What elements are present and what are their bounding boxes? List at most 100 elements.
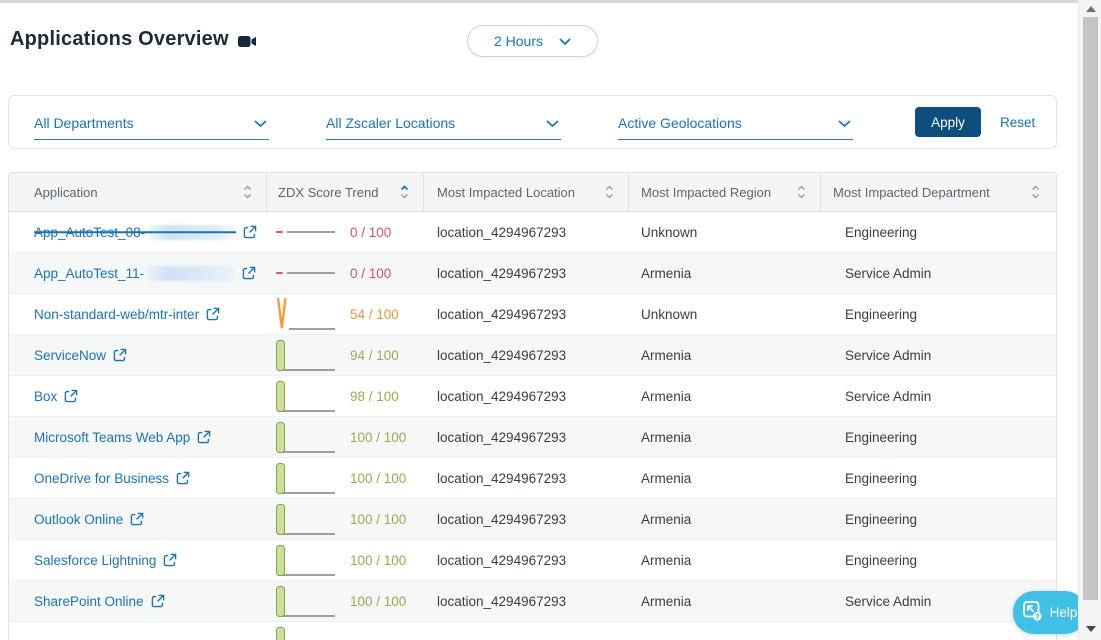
zdx-score-value: 0 / 100 — [350, 265, 392, 281]
scrollbar-thumb[interactable] — [1083, 17, 1098, 600]
spark-green-bar — [276, 380, 285, 412]
scrollbar-down-arrow[interactable] — [1086, 626, 1096, 632]
external-link-icon[interactable] — [243, 225, 257, 239]
zdx-score-trend-cell — [267, 622, 424, 640]
application-link[interactable]: Box — [34, 388, 58, 404]
spark-baseline — [287, 230, 335, 233]
most-impacted-region-cell: Armenia — [641, 388, 692, 404]
external-link-icon[interactable] — [206, 307, 220, 321]
most-impacted-region-cell: Unknown — [641, 306, 698, 322]
chevron-down-icon — [559, 33, 571, 49]
most-impacted-region-cell: Unknown — [641, 224, 698, 240]
department-filter-value: All Departments — [34, 114, 134, 131]
most-impacted-department-cell: Service Admin — [845, 593, 932, 609]
application-cell: SharePoint Online — [9, 581, 267, 621]
scrollbar[interactable] — [1078, 0, 1101, 640]
external-link-icon[interactable] — [242, 266, 256, 280]
sort-icon — [797, 185, 806, 199]
most-impacted-region-cell: Armenia — [641, 429, 692, 445]
application-cell: Outlook Online — [9, 499, 267, 539]
spark-baseline — [278, 573, 335, 576]
zdx-score-trend-cell: 100 / 100 — [267, 581, 424, 621]
column-header-zdx-score-trend[interactable]: ZDX Score Trend — [267, 173, 424, 211]
zdx-score-trend-cell: 94 / 100 — [267, 335, 424, 375]
zdx-score-value: 100 / 100 — [350, 552, 407, 568]
spark-baseline — [278, 409, 335, 412]
help-button[interactable]: ? Help — [1013, 591, 1086, 634]
zdx-score-trend-cell: 54 / 100 — [267, 294, 424, 334]
scrollbar-up-arrow[interactable] — [1086, 6, 1096, 12]
most-impacted-location-cell: location_4294967293 — [437, 552, 567, 568]
svg-text:?: ? — [1035, 614, 1039, 621]
application-cell: Box — [9, 376, 267, 416]
zdx-score-value: 100 / 100 — [350, 593, 407, 609]
application-link[interactable]: Salesforce Lightning — [34, 552, 157, 568]
sort-icon — [243, 185, 252, 199]
zdx-score-sparkline — [276, 335, 342, 376]
zdx-score-value: 98 / 100 — [350, 388, 399, 404]
most-impacted-region-cell: Armenia — [641, 511, 692, 527]
application-name-wrap: Salesforce Lightning — [34, 553, 156, 568]
spark-baseline — [278, 614, 335, 617]
most-impacted-region-cell — [629, 622, 821, 640]
most-impacted-department-cell: Engineering — [845, 511, 918, 527]
most-impacted-location-cell: location_4294967293 — [437, 265, 567, 281]
spark-baseline — [287, 271, 335, 274]
application-cell: Non-standard-web/mtr-inter — [9, 294, 267, 334]
application-cell — [9, 622, 267, 640]
most-impacted-department-cell: Service Admin — [845, 347, 932, 363]
most-impacted-region-cell: Armenia — [641, 552, 692, 568]
application-link[interactable]: OneDrive for Business — [34, 470, 170, 486]
column-header-most-impacted-region[interactable]: Most Impacted Region — [629, 173, 821, 211]
spark-red-dash — [276, 230, 283, 233]
zdx-score-value: 0 / 100 — [350, 224, 392, 240]
table-row: OneDrive for Business 100 / 100 location… — [9, 458, 1056, 499]
external-link-icon[interactable] — [151, 594, 165, 608]
geolocation-filter-dropdown[interactable]: Active Geolocations — [618, 115, 853, 140]
most-impacted-region-cell: Armenia — [641, 347, 692, 363]
external-link-icon[interactable] — [163, 553, 177, 567]
chevron-down-icon — [254, 115, 267, 131]
external-link-icon[interactable] — [197, 430, 211, 444]
column-header-application[interactable]: Application — [9, 173, 267, 211]
most-impacted-department-cell: Service Admin — [845, 265, 932, 281]
zdx-score-sparkline — [276, 294, 342, 335]
filter-bar: All Departments All Zscaler Locations Ac… — [8, 95, 1057, 149]
external-link-icon[interactable] — [113, 348, 127, 362]
apply-button[interactable]: Apply — [915, 107, 981, 137]
application-link[interactable]: Outlook Online — [34, 511, 124, 527]
most-impacted-location-cell: location_4294967293 — [437, 388, 567, 404]
sort-icon — [400, 185, 409, 199]
application-link[interactable]: Non-standard-web/mtr-inter — [34, 306, 200, 322]
most-impacted-department-cell: Engineering — [845, 470, 918, 486]
external-link-icon[interactable] — [176, 471, 190, 485]
application-cell: Salesforce Lightning — [9, 540, 267, 580]
spark-green-bar — [276, 339, 285, 371]
time-range-dropdown[interactable]: 2 Hours — [467, 25, 598, 57]
application-name-wrap: Box — [34, 389, 57, 404]
reset-button[interactable]: Reset — [1000, 114, 1036, 130]
external-link-icon[interactable] — [130, 512, 144, 526]
application-link[interactable]: ServiceNow — [34, 347, 107, 363]
zdx-score-sparkline — [276, 458, 342, 499]
zdx-score-value: 100 / 100 — [350, 470, 407, 486]
application-link[interactable]: App_AutoTest_11- — [34, 265, 145, 281]
department-filter-dropdown[interactable]: All Departments — [34, 115, 269, 140]
spark-baseline — [278, 491, 335, 494]
spark-green-bar — [276, 585, 285, 617]
application-link[interactable]: App_AutoTest_08- — [34, 224, 146, 240]
application-name-wrap: OneDrive for Business — [34, 471, 169, 486]
zdx-score-trend-cell: 0 / 100 — [267, 212, 424, 252]
most-impacted-location-cell: location_4294967293 — [437, 470, 567, 486]
application-link[interactable]: Microsoft Teams Web App — [34, 429, 191, 445]
spark-baseline — [289, 327, 335, 330]
application-link[interactable]: SharePoint Online — [34, 593, 144, 609]
application-name-wrap: Non-standard-web/mtr-inter — [34, 307, 199, 322]
video-camera-icon[interactable] — [237, 35, 257, 48]
applications-table: Application ZDX Score Trend Most Impacte… — [8, 172, 1057, 640]
column-header-most-impacted-department[interactable]: Most Impacted Department — [821, 173, 1054, 211]
column-header-most-impacted-location[interactable]: Most Impacted Location — [424, 173, 629, 211]
external-link-icon[interactable] — [64, 389, 78, 403]
zscaler-location-filter-dropdown[interactable]: All Zscaler Locations — [326, 115, 561, 140]
most-impacted-location-cell: location_4294967293 — [437, 224, 567, 240]
